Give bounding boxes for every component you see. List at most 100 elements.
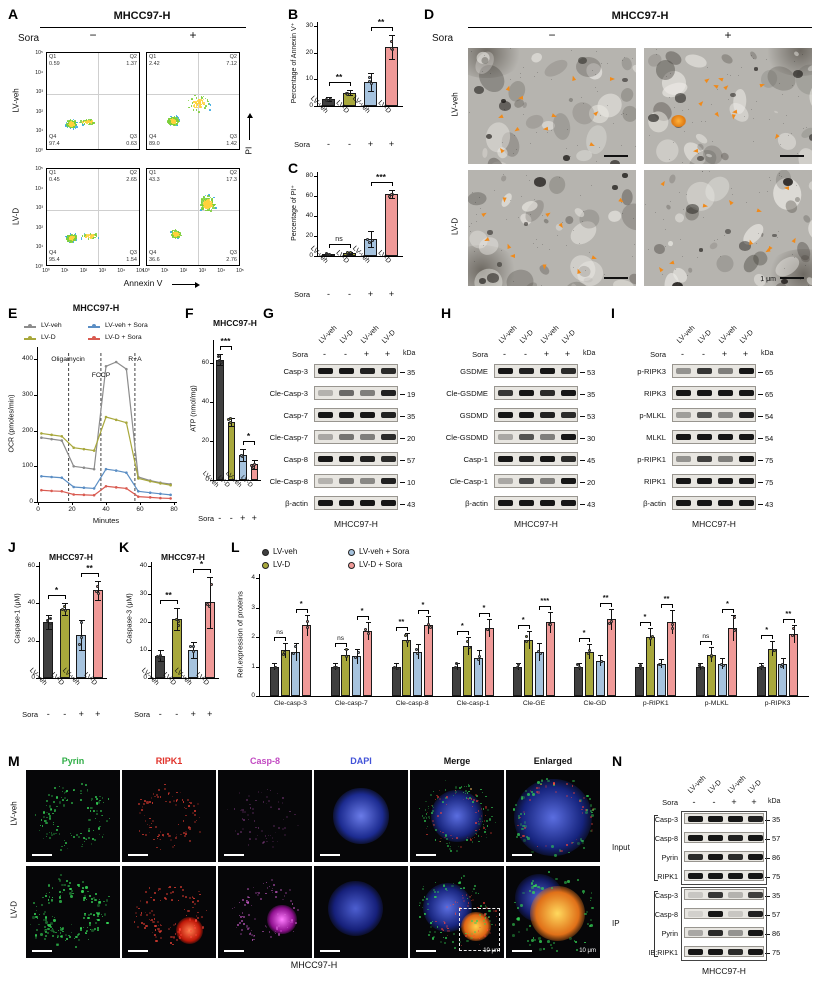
speckle — [193, 926, 196, 930]
tem-image-0 — [468, 48, 636, 164]
kda-value: 35 — [772, 815, 781, 824]
organelle — [774, 130, 800, 154]
panel-d-row-label-lv-d: LV-D — [450, 217, 460, 236]
speckle — [470, 899, 473, 901]
tick-label: 0 — [31, 674, 35, 681]
speckle — [244, 810, 246, 813]
speckle — [460, 786, 463, 788]
speckle — [547, 779, 550, 783]
arrow-icon — [609, 77, 615, 82]
tick — [36, 640, 39, 642]
speckle — [280, 929, 283, 933]
speckle — [73, 789, 76, 792]
speckle — [139, 914, 142, 917]
dot — [76, 126, 78, 128]
speckle — [58, 879, 61, 882]
panel-d-sora-minus: − — [548, 28, 556, 42]
dot — [73, 234, 76, 236]
speckle — [237, 924, 240, 927]
error-cap — [228, 425, 235, 427]
speckle — [152, 913, 155, 916]
grain — [530, 214, 532, 216]
grain — [668, 97, 670, 99]
band — [687, 872, 703, 879]
dot — [86, 121, 89, 124]
sig-tick — [219, 345, 221, 350]
scatter-dot — [159, 654, 163, 658]
protein-label: Cle-Casp-3 — [269, 389, 308, 398]
dot — [196, 103, 199, 105]
speckle — [43, 911, 46, 914]
arrow-icon — [512, 126, 520, 133]
speckle — [485, 815, 487, 817]
scale-bar — [416, 854, 436, 856]
speckle — [108, 817, 110, 820]
grain — [681, 255, 683, 257]
dot — [84, 236, 87, 239]
dot — [207, 199, 209, 202]
sig-tick — [761, 635, 763, 640]
speckle — [197, 900, 200, 902]
sig-tick — [81, 572, 83, 577]
dot — [176, 119, 178, 121]
speckle — [99, 795, 101, 797]
speckle — [146, 902, 148, 904]
speckle — [163, 835, 165, 837]
scatter-dot — [292, 652, 296, 656]
blob — [333, 788, 389, 844]
speckle — [45, 929, 47, 931]
band — [339, 434, 354, 440]
scatter-dot — [415, 647, 419, 651]
speckle — [440, 931, 443, 934]
sig-line — [700, 641, 712, 643]
dot — [177, 117, 180, 119]
speckle — [449, 904, 452, 907]
speckle — [94, 928, 96, 930]
speckle — [477, 906, 479, 909]
grain — [716, 239, 718, 241]
kda-value: 53 — [587, 411, 596, 421]
sora-value: - — [681, 349, 684, 359]
speckle — [275, 890, 278, 893]
speckle — [476, 800, 479, 803]
sig-line — [295, 608, 307, 610]
speckle — [590, 816, 592, 819]
speckle — [470, 894, 473, 897]
tick-label: 1 — [251, 662, 255, 670]
error-cap — [95, 599, 102, 601]
speckle — [522, 834, 525, 838]
speckle — [34, 913, 36, 915]
dot — [207, 208, 209, 211]
q2-name: Q2 — [229, 54, 237, 60]
dot — [65, 121, 68, 124]
grain — [648, 134, 650, 136]
speckle — [273, 825, 276, 828]
grain — [590, 185, 592, 186]
speckle — [190, 930, 192, 932]
kda-dash — [765, 876, 770, 878]
dot — [204, 194, 207, 197]
scatter-dot — [328, 97, 332, 101]
grain — [595, 161, 597, 163]
speckle — [198, 816, 200, 819]
speckle — [590, 923, 593, 927]
scatter-dot — [253, 462, 257, 466]
scatter-dot — [176, 624, 180, 628]
speckle — [492, 910, 495, 913]
sig-tick — [722, 608, 724, 613]
error-bar — [285, 642, 287, 658]
legend-label: LV-veh + Sora — [359, 547, 410, 556]
grain — [622, 59, 624, 61]
dot — [168, 118, 170, 121]
lane-label: LV-D — [517, 327, 535, 345]
legend-marker — [262, 562, 269, 569]
dot — [196, 104, 199, 107]
speckle — [150, 822, 152, 825]
speckle — [541, 779, 544, 782]
speckle — [426, 902, 429, 905]
speckle — [95, 817, 97, 819]
bar — [606, 619, 616, 696]
dot — [179, 232, 181, 234]
speckle — [60, 928, 64, 932]
speckle — [428, 815, 431, 818]
